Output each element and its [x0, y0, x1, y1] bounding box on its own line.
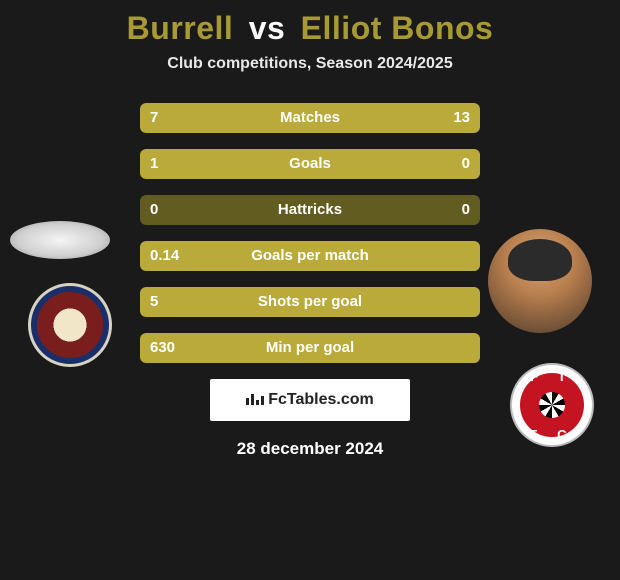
vs-label: vs — [249, 10, 286, 46]
stat-row: Goals per match0.14 — [140, 241, 480, 271]
stat-value-left: 0.14 — [150, 241, 179, 271]
stat-label: Goals per match — [140, 241, 480, 271]
stat-label: Matches — [140, 103, 480, 133]
stat-value-left: 0 — [150, 195, 158, 225]
stat-value-left: 1 — [150, 149, 158, 179]
stat-row: Min per goal630 — [140, 333, 480, 363]
player2-club-crest: F T F C — [510, 363, 594, 447]
stat-bars: Matches713Goals10Hattricks00Goals per ma… — [140, 103, 480, 363]
date-label: 28 december 2024 — [0, 439, 620, 459]
stat-row: Goals1 0 — [140, 149, 480, 179]
stat-value-left: 630 — [150, 333, 175, 363]
stat-label: Goals — [140, 149, 480, 179]
player1-club-crest — [28, 283, 112, 367]
player2-name: Elliot Bonos — [301, 10, 494, 46]
stat-value-right: 13 — [453, 103, 470, 133]
bar-chart-icon — [246, 391, 264, 405]
watermark: FcTables.com — [210, 379, 410, 421]
crest-ball-icon — [539, 392, 565, 418]
stats-area: F T F C Matches713Goals10Hattricks00Goal… — [0, 103, 620, 363]
stat-row: Shots per goal5 — [140, 287, 480, 317]
stat-value-right: 0 — [462, 149, 470, 179]
stat-row: Hattricks0 0 — [140, 195, 480, 225]
stat-value-left: 5 — [150, 287, 158, 317]
stat-value-left: 7 — [150, 103, 158, 133]
subtitle: Club competitions, Season 2024/2025 — [0, 55, 620, 73]
crest-letters-bottom: F C — [512, 427, 592, 442]
page-title: Burrell vs Elliot Bonos — [0, 10, 620, 47]
player2-avatar — [488, 229, 592, 333]
player1-name: Burrell — [127, 10, 234, 46]
watermark-text: FcTables.com — [268, 391, 374, 408]
comparison-card: Burrell vs Elliot Bonos Club competition… — [0, 0, 620, 459]
player1-avatar — [10, 221, 110, 259]
stat-label: Hattricks — [140, 195, 480, 225]
stat-label: Shots per goal — [140, 287, 480, 317]
stat-row: Matches7 13 — [140, 103, 480, 133]
crest-letters-top: F T — [512, 369, 592, 384]
stat-label: Min per goal — [140, 333, 480, 363]
stat-value-right: 0 — [462, 195, 470, 225]
